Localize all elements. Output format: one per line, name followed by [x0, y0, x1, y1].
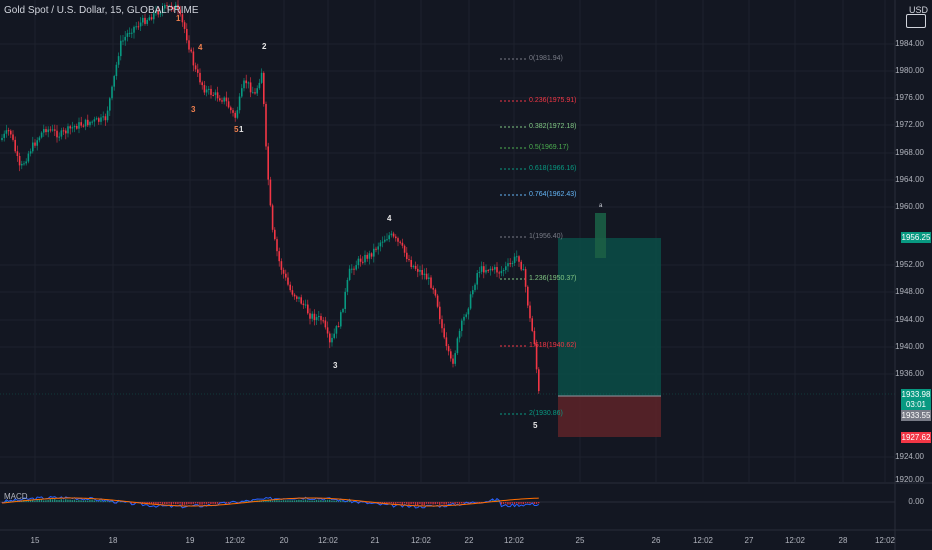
- fib-label-1: 1(1956.40): [529, 233, 563, 240]
- price-tick: 1952.00: [895, 260, 924, 269]
- time-tick: 18: [108, 536, 118, 545]
- wave-label-1: 1: [176, 14, 181, 23]
- price-tick: 1976.00: [895, 93, 924, 102]
- price-tick: 1936.00: [895, 369, 924, 378]
- time-tick: 27: [744, 536, 754, 545]
- time-tick: 19: [185, 536, 195, 545]
- target-price-tag: 1956.25: [901, 232, 931, 243]
- wave-label-3: 3: [191, 105, 196, 114]
- time-tick: 12:02: [784, 536, 806, 545]
- time-tick: 12:02: [874, 536, 896, 545]
- price-tick: 1920.00: [895, 475, 924, 484]
- time-tick: 15: [30, 536, 40, 545]
- wave-label-4: 4: [198, 43, 203, 52]
- price-tick: 1972.00: [895, 120, 924, 129]
- fib-label-0: 0(1981.94): [529, 55, 563, 62]
- time-tick: 12:02: [224, 536, 246, 545]
- macd-histogram: [1, 499, 540, 506]
- time-tick: 22: [464, 536, 474, 545]
- stop-price-tag: 1927.62: [901, 432, 931, 443]
- wave-label-4b: 4: [387, 214, 392, 223]
- wave-label-2: 2: [262, 42, 267, 51]
- wave-label-1b: 1: [239, 125, 244, 134]
- fib-label-2: 2(1930.86): [529, 410, 563, 417]
- wave-label-5b: 5: [533, 421, 538, 430]
- stop-near-tag: 1933.55: [901, 410, 931, 421]
- price-tick: 1960.00: [895, 202, 924, 211]
- fib-label-0618: 0.618(1966.16): [529, 165, 577, 172]
- fib-label-0236: 0.236(1975.91): [529, 97, 577, 104]
- wave-label-a: a: [599, 203, 603, 209]
- countdown-tag: 03:01: [901, 399, 931, 410]
- price-tick: 1964.00: [895, 175, 924, 184]
- macd-line: [1, 496, 540, 509]
- current-price-tag: 1933.98: [901, 389, 931, 400]
- stop-zone[interactable]: [558, 396, 661, 437]
- time-tick: 20: [279, 536, 289, 545]
- currency-label: USD: [909, 5, 929, 15]
- macd-label[interactable]: MACD: [4, 492, 28, 501]
- fib-label-0764: 0.764(1962.43): [529, 191, 577, 198]
- fib-label-1618: 1.618(1940.62): [529, 342, 577, 349]
- price-tick: 1948.00: [895, 287, 924, 296]
- time-tick: 25: [575, 536, 585, 545]
- price-tick: 1968.00: [895, 148, 924, 157]
- currency-box[interactable]: [906, 14, 926, 28]
- fib-label-05: 0.5(1969.17): [529, 144, 569, 151]
- wave-label-5: 5: [234, 125, 239, 134]
- price-tick: 1980.00: [895, 66, 924, 75]
- time-tick: 21: [370, 536, 380, 545]
- time-tick: 26: [651, 536, 661, 545]
- time-tick: 12:02: [410, 536, 432, 545]
- macd-zero-tick: 0.00: [908, 497, 924, 506]
- projection-bar: [595, 213, 606, 258]
- time-tick: 12:02: [317, 536, 339, 545]
- candlestick-series: [1, 0, 540, 394]
- time-tick: 28: [838, 536, 848, 545]
- symbol-title[interactable]: Gold Spot / U.S. Dollar, 15, GLOBALPRIME: [4, 5, 199, 16]
- price-tick: 1984.00: [895, 39, 924, 48]
- signal-line: [1, 497, 539, 507]
- time-tick: 12:02: [692, 536, 714, 545]
- price-tick: 1944.00: [895, 315, 924, 324]
- target-zone[interactable]: [558, 238, 661, 396]
- price-tick: 1924.00: [895, 452, 924, 461]
- fib-label-0382: 0.382(1972.18): [529, 123, 577, 130]
- wave-label-3b: 3: [333, 361, 338, 370]
- fib-label-1236: 1.236(1950.37): [529, 275, 577, 282]
- price-tick: 1940.00: [895, 342, 924, 351]
- time-tick: 12:02: [503, 536, 525, 545]
